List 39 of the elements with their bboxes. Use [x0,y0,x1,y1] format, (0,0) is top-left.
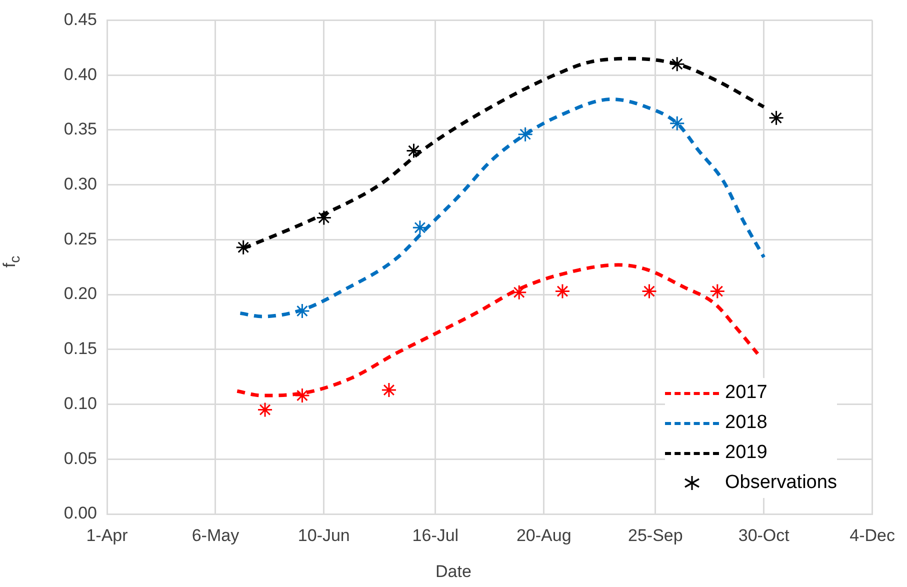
point [294,303,310,319]
y-tick-label: 0.10 [64,394,97,413]
legend-label: 2017 [725,382,768,404]
x-tick-label: 25-Sep [628,526,683,545]
y-tick-label: 0.00 [64,504,97,523]
point [257,402,273,418]
point [710,283,726,299]
point [236,240,252,256]
y-tick-label: 0.15 [64,339,97,358]
legend-label: Observations [725,472,837,494]
y-tick-label: 0.25 [64,229,97,248]
legend-label: 2018 [725,412,768,434]
x-tick-label: 4-Dec [850,526,896,545]
x-tick-label: 16-Jul [412,526,459,545]
y-tick-label: 0.20 [64,284,97,304]
point [406,143,422,159]
point [669,56,685,72]
point [412,220,428,236]
point [768,110,784,126]
point [554,283,570,299]
point [316,210,332,226]
line-series [238,97,766,318]
x-tick-label: 20-Aug [516,526,572,545]
y-tick-label: 0.35 [64,120,97,139]
point [669,116,685,132]
y-tick-label: 0.45 [64,10,97,29]
x-tick-label: 6-May [192,526,240,545]
point [518,126,534,142]
x-axis-title: Date [434,562,472,582]
x-tick-label: 1-Apr [86,526,128,545]
legend-label: 2019 [725,442,768,464]
x-tick-label: 30-Oct [738,526,790,545]
point [294,388,310,404]
point [381,382,397,398]
x-tick-label: 10-Jun [298,526,350,545]
y-tick-label: 0.40 [64,64,97,84]
y-tick-label: 0.30 [64,174,97,194]
point [641,283,657,299]
y-tick-label: 0.05 [64,448,97,468]
